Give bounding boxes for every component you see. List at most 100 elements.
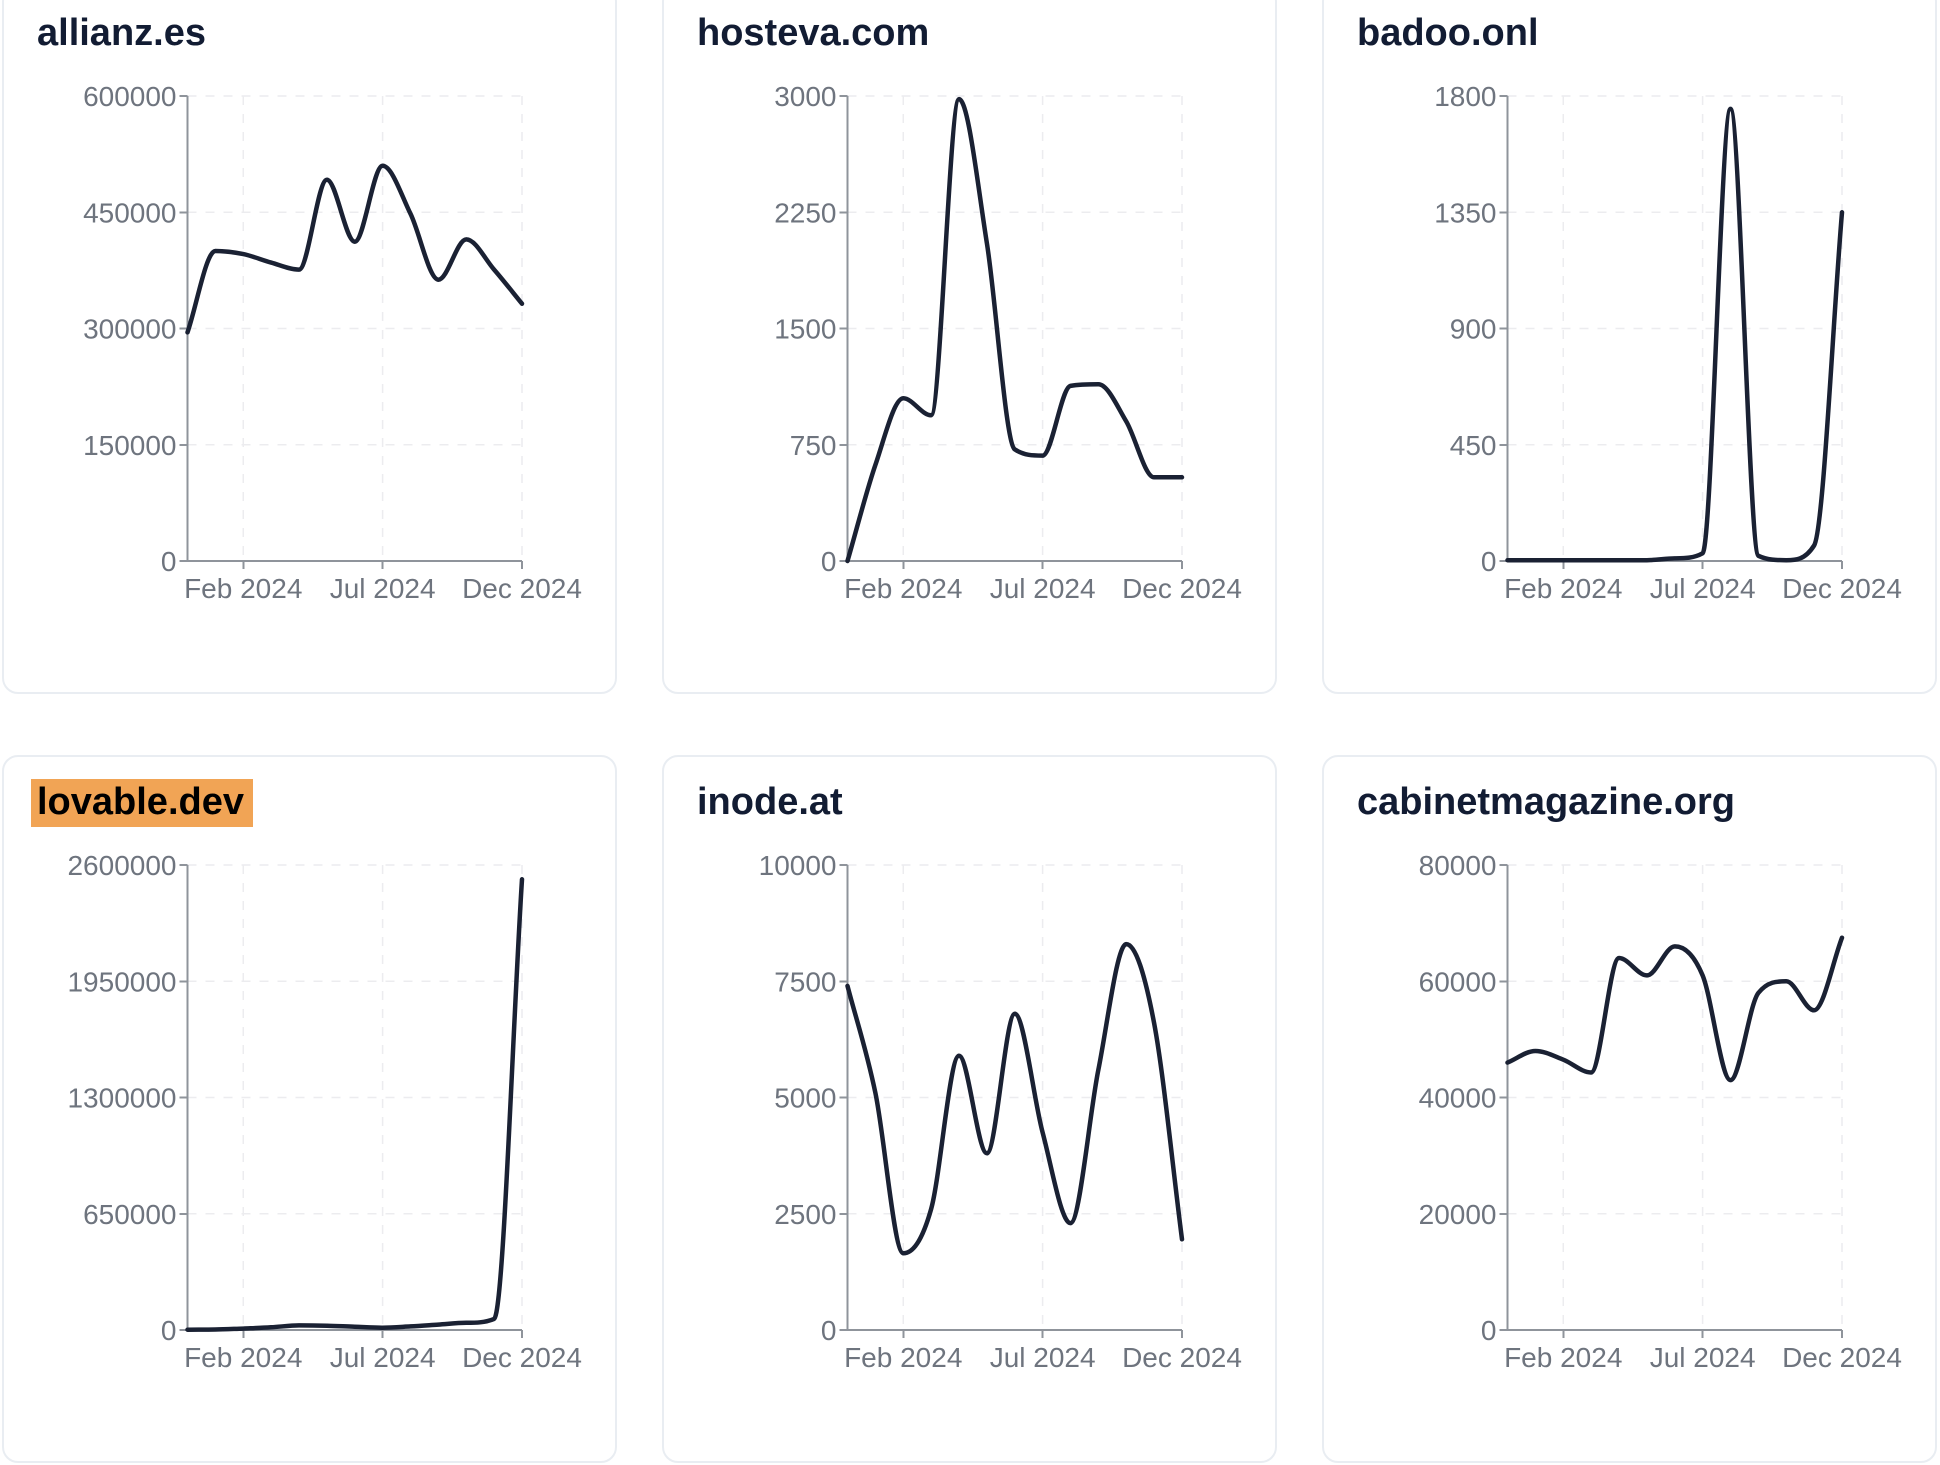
chart-title: allianz.es — [37, 12, 206, 55]
y-tick-label: 1950000 — [67, 966, 176, 997]
y-tick-label: 0 — [821, 1315, 837, 1346]
line-chart: 0 750 1500 2250 3000 Feb 2024 Jul 2024 Dec 2024 — [774, 81, 1242, 604]
y-tick-label: 1800 — [1434, 81, 1496, 112]
axes — [1499, 95, 1843, 569]
y-tick-label: 0 — [1481, 546, 1497, 577]
chart-card: badoo.onl 0 450 900 1350 1800 Feb 2024 Jul 202… — [1322, 0, 1937, 694]
y-tick-label: 2250 — [774, 197, 836, 228]
y-tick-label: 2600000 — [67, 850, 176, 881]
y-tick-label: 450 — [1450, 430, 1497, 461]
chart-title: badoo.onl — [1357, 12, 1539, 55]
y-tick-label: 7500 — [774, 966, 836, 997]
x-tick-label: Dec 2024 — [462, 573, 582, 604]
series-line — [185, 163, 525, 335]
axes — [839, 95, 1183, 569]
x-tick-label: Jul 2024 — [1650, 1342, 1756, 1373]
x-axis-labels: Feb 2024 Jul 2024 Dec 2024 — [184, 573, 582, 604]
y-tick-label: 20000 — [1419, 1199, 1497, 1230]
y-tick-label: 1500 — [774, 314, 836, 345]
line-chart: 0 20000 40000 60000 80000 Feb 2024 Jul 2024 Dec… — [1419, 850, 1902, 1373]
y-tick-label: 1300000 — [67, 1083, 176, 1114]
chart-card: lovable.dev 0 650000 1300000 1950000 2600000… — [2, 755, 617, 1463]
y-tick-label: 150000 — [83, 430, 176, 461]
x-tick-label: Jul 2024 — [330, 573, 436, 604]
y-tick-label: 0 — [821, 546, 837, 577]
y-tick-label: 450000 — [83, 197, 176, 228]
series-line — [845, 96, 1185, 564]
chart-card: cabinetmagazine.org 0 20000 40000 60000 8000… — [1322, 755, 1937, 1463]
x-axis-labels: Feb 2024 Jul 2024 Dec 2024 — [844, 573, 1242, 604]
x-tick-label: Dec 2024 — [1122, 573, 1242, 604]
series-line — [1505, 935, 1845, 1083]
y-tick-label: 300000 — [83, 314, 176, 345]
line-chart: 0 650000 1300000 1950000 2600000 Feb 2024 Jul … — [67, 850, 582, 1373]
chart-title: lovable.dev — [31, 779, 253, 827]
y-tick-label: 60000 — [1419, 966, 1497, 997]
y-axis-labels: 0 20000 40000 60000 80000 — [1419, 850, 1497, 1346]
y-tick-label: 0 — [1481, 1315, 1497, 1346]
y-tick-label: 0 — [161, 546, 177, 577]
gridlines — [187, 864, 523, 1330]
y-axis-labels: 0 150000 300000 450000 600000 — [83, 81, 176, 577]
y-tick-label: 5000 — [774, 1083, 836, 1114]
x-tick-label: Feb 2024 — [844, 573, 962, 604]
y-tick-label: 2500 — [774, 1199, 836, 1230]
x-tick-label: Feb 2024 — [184, 1342, 302, 1373]
gridlines — [187, 95, 523, 561]
chart-card: hosteva.com 0 750 1500 2250 3000 Feb 2024 Jul … — [662, 0, 1277, 694]
chart-title-text: cabinetmagazine.org — [1357, 781, 1735, 823]
gridlines — [847, 95, 1183, 561]
x-tick-label: Jul 2024 — [330, 1342, 436, 1373]
chart-card: inode.at 0 2500 5000 7500 10000 Feb 2024 Jul 2… — [662, 755, 1277, 1463]
y-tick-label: 40000 — [1419, 1083, 1497, 1114]
y-tick-label: 10000 — [759, 850, 837, 881]
x-tick-label: Jul 2024 — [1650, 573, 1756, 604]
x-tick-label: Feb 2024 — [1504, 1342, 1622, 1373]
y-axis-labels: 0 450 900 1350 1800 — [1434, 81, 1496, 577]
chart-title-text: lovable.dev — [31, 779, 253, 827]
x-axis-labels: Feb 2024 Jul 2024 Dec 2024 — [1504, 573, 1902, 604]
x-axis-labels: Feb 2024 Jul 2024 Dec 2024 — [844, 1342, 1242, 1373]
axes — [839, 864, 1183, 1338]
y-tick-label: 650000 — [83, 1199, 176, 1230]
chart-title-text: hosteva.com — [697, 12, 930, 54]
y-tick-label: 600000 — [83, 81, 176, 112]
y-axis-labels: 0 650000 1300000 1950000 2600000 — [67, 850, 176, 1346]
x-tick-label: Dec 2024 — [1122, 1342, 1242, 1373]
chart-title: hosteva.com — [697, 12, 929, 55]
gridlines — [847, 864, 1183, 1330]
x-tick-label: Dec 2024 — [1782, 1342, 1902, 1373]
x-tick-label: Jul 2024 — [990, 1342, 1096, 1373]
x-tick-label: Dec 2024 — [1782, 573, 1902, 604]
chart-title: cabinetmagazine.org — [1357, 781, 1735, 824]
series-line — [1505, 106, 1845, 563]
series-line — [185, 877, 525, 1332]
chart-title-text: badoo.onl — [1357, 12, 1539, 54]
chart-card: allianz.es 0 150000 300000 450000 600000 Feb … — [2, 0, 617, 694]
chart-title-text: allianz.es — [37, 12, 206, 54]
x-tick-label: Feb 2024 — [844, 1342, 962, 1373]
series-line — [845, 941, 1185, 1256]
y-tick-label: 1350 — [1434, 197, 1496, 228]
y-tick-label: 0 — [161, 1315, 177, 1346]
y-tick-label: 80000 — [1419, 850, 1497, 881]
x-axis-labels: Feb 2024 Jul 2024 Dec 2024 — [184, 1342, 582, 1373]
chart-title-text: inode.at — [697, 781, 843, 823]
line-chart: 0 450 900 1350 1800 Feb 2024 Jul 2024 Dec 2024 — [1434, 81, 1902, 604]
y-axis-labels: 0 750 1500 2250 3000 — [774, 81, 836, 577]
y-tick-label: 750 — [790, 430, 837, 461]
line-chart: 0 2500 5000 7500 10000 Feb 2024 Jul 2024 Dec 20… — [759, 850, 1242, 1373]
line-chart: 0 150000 300000 450000 600000 Feb 2024 Jul 202… — [83, 81, 582, 604]
y-axis-labels: 0 2500 5000 7500 10000 — [759, 850, 837, 1346]
y-tick-label: 3000 — [774, 81, 836, 112]
axes — [179, 864, 523, 1338]
x-tick-label: Feb 2024 — [184, 573, 302, 604]
y-tick-label: 900 — [1450, 314, 1497, 345]
x-tick-label: Dec 2024 — [462, 1342, 582, 1373]
x-axis-labels: Feb 2024 Jul 2024 Dec 2024 — [1504, 1342, 1902, 1373]
x-tick-label: Feb 2024 — [1504, 573, 1622, 604]
axes — [1499, 864, 1843, 1338]
gridlines — [1507, 864, 1843, 1330]
gridlines — [1507, 95, 1843, 561]
